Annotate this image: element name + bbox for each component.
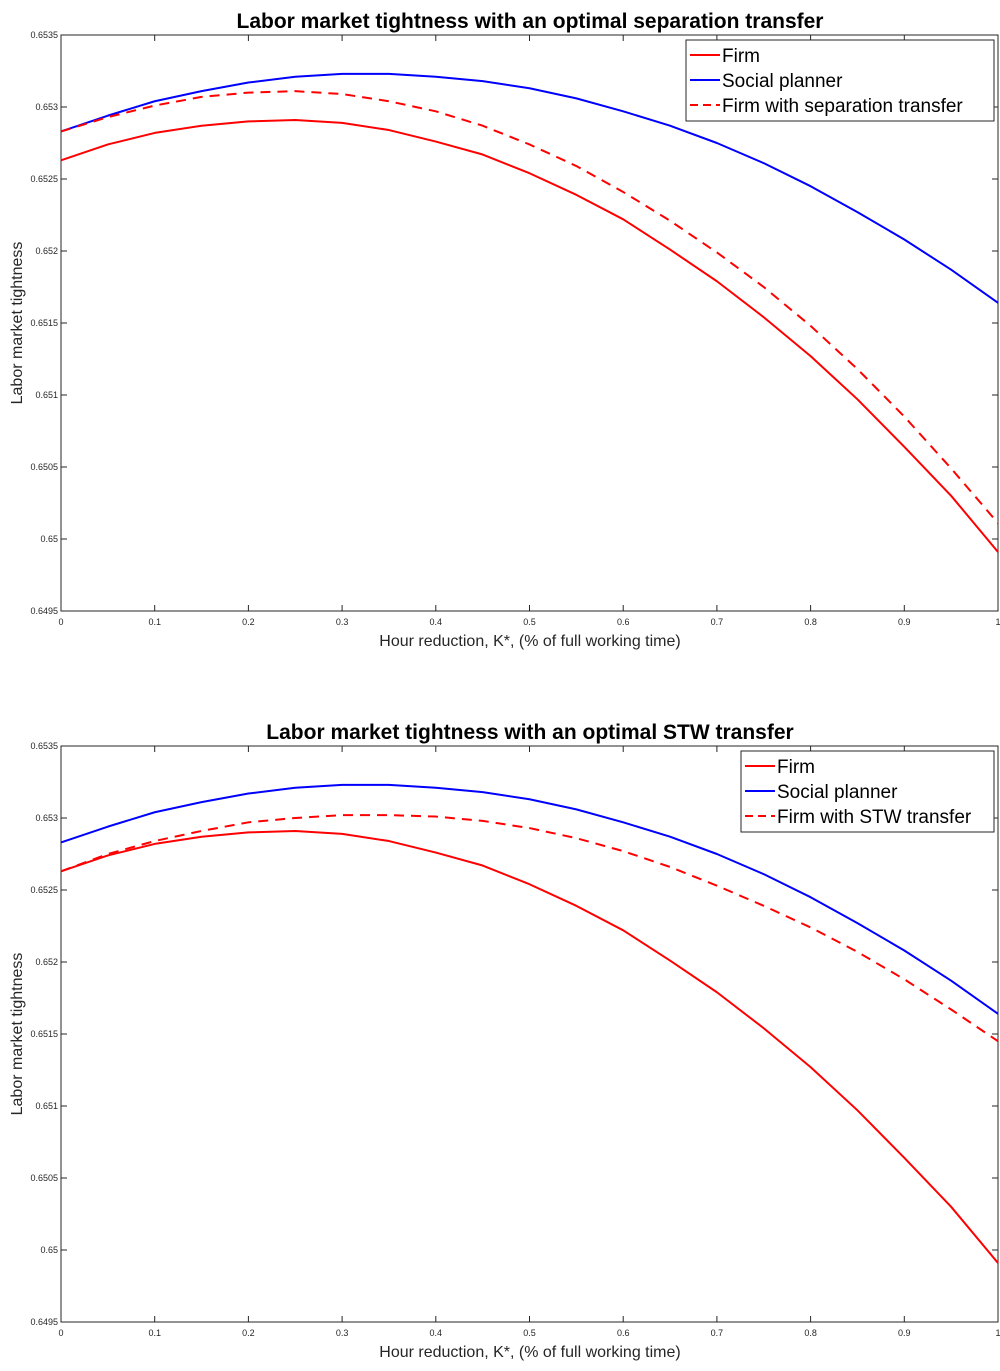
- x-tick-label: 0.7: [711, 1328, 724, 1338]
- y-axis-label: Labor market tightness: [9, 242, 26, 405]
- legend: Firm Social planner Firm with STW transfer: [740, 750, 995, 833]
- x-tick-label: 0.2: [242, 617, 255, 627]
- legend-label: Social planner: [722, 71, 843, 92]
- y-tick-label: 0.65: [40, 534, 58, 544]
- series-line-2: [60, 814, 999, 1043]
- x-tick-label: 0.5: [523, 1328, 536, 1338]
- chart-figure-separation-transfer: Labor market tightness with an optimal s…: [0, 0, 1000, 660]
- x-tick-label: 0.8: [804, 617, 817, 627]
- chart-svg-stw-transfer: Labor market tightness with an optimal S…: [9, 721, 1000, 1361]
- x-axis-label: Hour reduction, K*, (% of full working t…: [379, 633, 680, 650]
- y-tick-label: 0.6515: [30, 318, 58, 328]
- x-tick-label: 0: [58, 617, 63, 627]
- x-tick-label: 0.8: [804, 1328, 817, 1338]
- y-tick-label: 0.653: [35, 813, 58, 823]
- y-tick-label: 0.653: [35, 102, 58, 112]
- chart-figure-stw-transfer: Labor market tightness with an optimal S…: [0, 711, 1000, 1371]
- x-tick-label: 0.6: [617, 617, 630, 627]
- x-tick-label: 0: [58, 1328, 63, 1338]
- legend-label: Firm: [777, 757, 815, 778]
- legend: Firm Social planner Firm with separation t…: [685, 39, 995, 122]
- y-tick-label: 0.6505: [30, 1173, 58, 1183]
- axes: 0 0.1 0.2 0.3 0.4 0.5 0.6 0.7 0.8 0.9 10.64950.650…: [30, 30, 1000, 627]
- y-axis-label: Labor market tightness: [9, 953, 26, 1116]
- chart-title: Labor market tightness with an optimal S…: [266, 721, 793, 744]
- legend-label: Firm: [722, 46, 760, 67]
- x-tick-label: 0.3: [336, 1328, 349, 1338]
- x-tick-label: 0.5: [523, 617, 536, 627]
- legend-box: [740, 750, 995, 833]
- x-tick-label: 0.1: [148, 617, 161, 627]
- x-tick-label: 1: [995, 617, 1000, 627]
- y-tick-label: 0.6525: [30, 885, 58, 895]
- x-tick-label: 0.7: [711, 617, 724, 627]
- y-tick-label: 0.652: [35, 957, 58, 967]
- x-tick-label: 0.4: [430, 1328, 443, 1338]
- plot-area: [60, 34, 999, 612]
- y-tick-label: 0.6495: [30, 606, 58, 616]
- y-tick-label: 0.651: [35, 1101, 58, 1111]
- y-tick-label: 0.6515: [30, 1029, 58, 1039]
- y-tick-label: 0.6525: [30, 174, 58, 184]
- axes: 0 0.1 0.2 0.3 0.4 0.5 0.6 0.7 0.8 0.9 10.64950.650…: [30, 741, 1000, 1338]
- legend-label: Firm with separation transfer: [722, 96, 963, 117]
- y-tick-label: 0.6495: [30, 1317, 58, 1327]
- x-tick-label: 0.9: [898, 1328, 911, 1338]
- legend-label: Social planner: [777, 782, 898, 803]
- y-tick-label: 0.6535: [30, 30, 58, 40]
- y-tick-label: 0.652: [35, 246, 58, 256]
- y-tick-label: 0.6535: [30, 741, 58, 751]
- legend-label: Firm with STW transfer: [777, 807, 972, 828]
- x-tick-label: 0.6: [617, 1328, 630, 1338]
- x-axis-label: Hour reduction, K*, (% of full working t…: [379, 1344, 680, 1361]
- x-tick-label: 0.9: [898, 617, 911, 627]
- x-tick-label: 0.3: [336, 617, 349, 627]
- series-line-0: [60, 118, 999, 553]
- chart-svg-separation-transfer: Labor market tightness with an optimal s…: [9, 10, 1000, 650]
- y-tick-label: 0.65: [40, 1245, 58, 1255]
- series-line-0: [60, 829, 999, 1264]
- y-tick-label: 0.651: [35, 390, 58, 400]
- x-tick-label: 0.4: [430, 617, 443, 627]
- legend-box: [685, 39, 995, 122]
- series-line-1: [60, 72, 999, 304]
- series-line-2: [60, 90, 999, 524]
- series-line-1: [60, 783, 999, 1015]
- x-tick-label: 0.1: [148, 1328, 161, 1338]
- x-tick-label: 1: [995, 1328, 1000, 1338]
- chart-title: Labor market tightness with an optimal s…: [237, 10, 824, 33]
- y-tick-label: 0.6505: [30, 462, 58, 472]
- plot-area: [60, 745, 999, 1323]
- x-tick-label: 0.2: [242, 1328, 255, 1338]
